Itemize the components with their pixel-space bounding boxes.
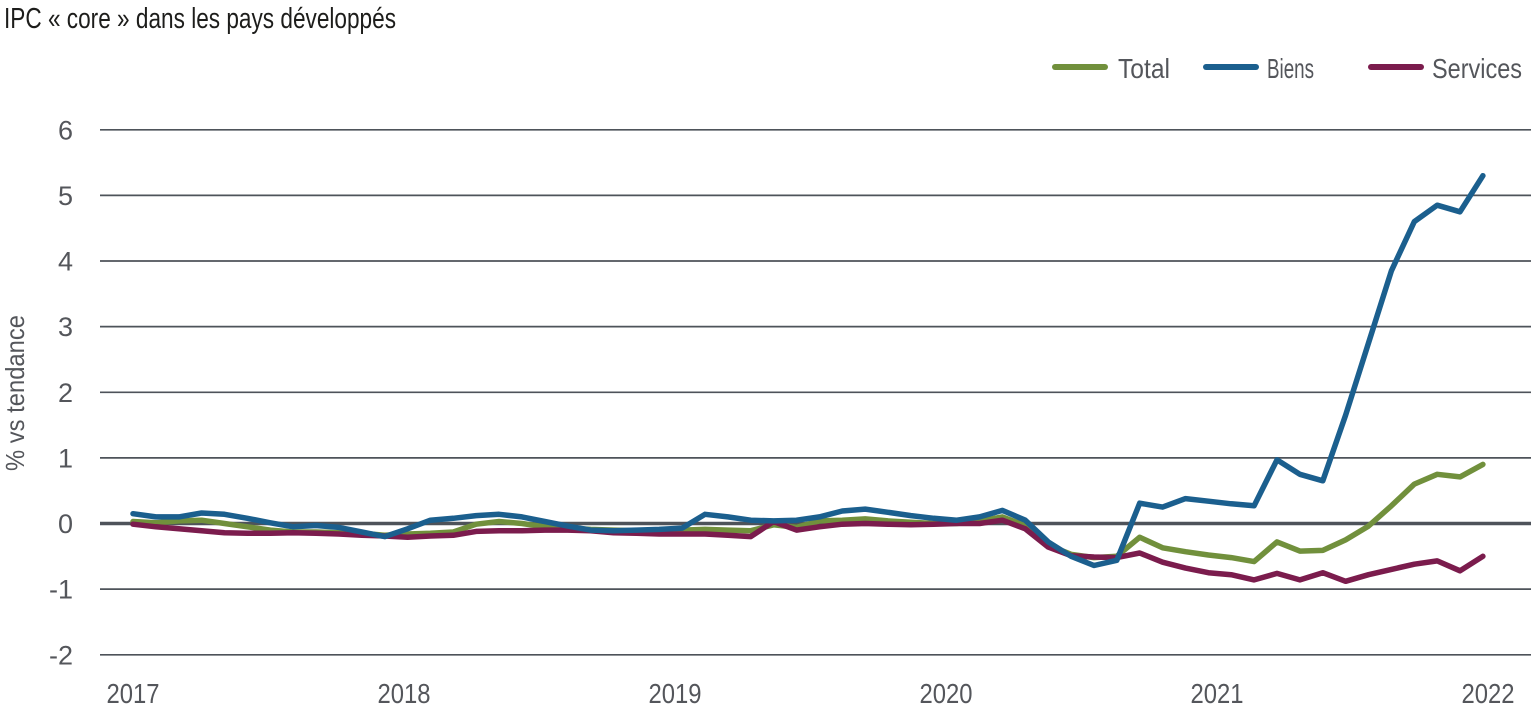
legend-item-services: Services <box>1368 53 1522 84</box>
x-tick-label: 2022 <box>1462 678 1515 709</box>
legend-label-total: Total <box>1118 53 1170 84</box>
y-tick-label: 5 <box>58 181 73 211</box>
y-tick-label: 4 <box>58 247 73 277</box>
y-axis-title: % vs tendance <box>0 315 30 471</box>
series-line-services <box>130 517 1486 585</box>
legend-swatch-total-icon <box>1052 64 1108 70</box>
legend-swatch-biens-icon <box>1203 64 1259 70</box>
legend: Total Biens Services <box>1052 53 1522 84</box>
data-series <box>130 172 1486 585</box>
y-tick-label: -1 <box>49 575 73 605</box>
series-line-total <box>130 461 1486 565</box>
y-tick-label: -2 <box>49 640 73 670</box>
x-tick-label: 2018 <box>378 678 431 709</box>
y-tick-label: 6 <box>58 115 73 145</box>
y-tick-label: 3 <box>58 312 73 342</box>
x-tick-label: 2019 <box>649 678 702 709</box>
legend-swatch-services-icon <box>1368 64 1424 70</box>
y-tick-label: 2 <box>58 378 73 408</box>
x-tick-label: 2021 <box>1191 678 1244 709</box>
legend-item-total: Total <box>1052 53 1170 84</box>
y-tick-label: 1 <box>58 443 73 473</box>
y-tick-label: 0 <box>58 509 73 539</box>
x-tick-label: 2020 <box>920 678 973 709</box>
legend-item-biens: Biens <box>1203 53 1314 84</box>
legend-label-biens: Biens <box>1267 53 1314 84</box>
x-tick-label: 2017 <box>107 678 160 709</box>
chart-title: IPC « core » dans les pays développés <box>4 3 396 35</box>
x-tick-labels: 2017 2018 2019 2020 2021 2022 <box>107 678 1515 709</box>
legend-label-services: Services <box>1432 53 1522 84</box>
y-tick-labels: 6 5 4 3 2 1 0 -1 -2 <box>49 115 73 670</box>
series-line-biens <box>130 172 1486 569</box>
